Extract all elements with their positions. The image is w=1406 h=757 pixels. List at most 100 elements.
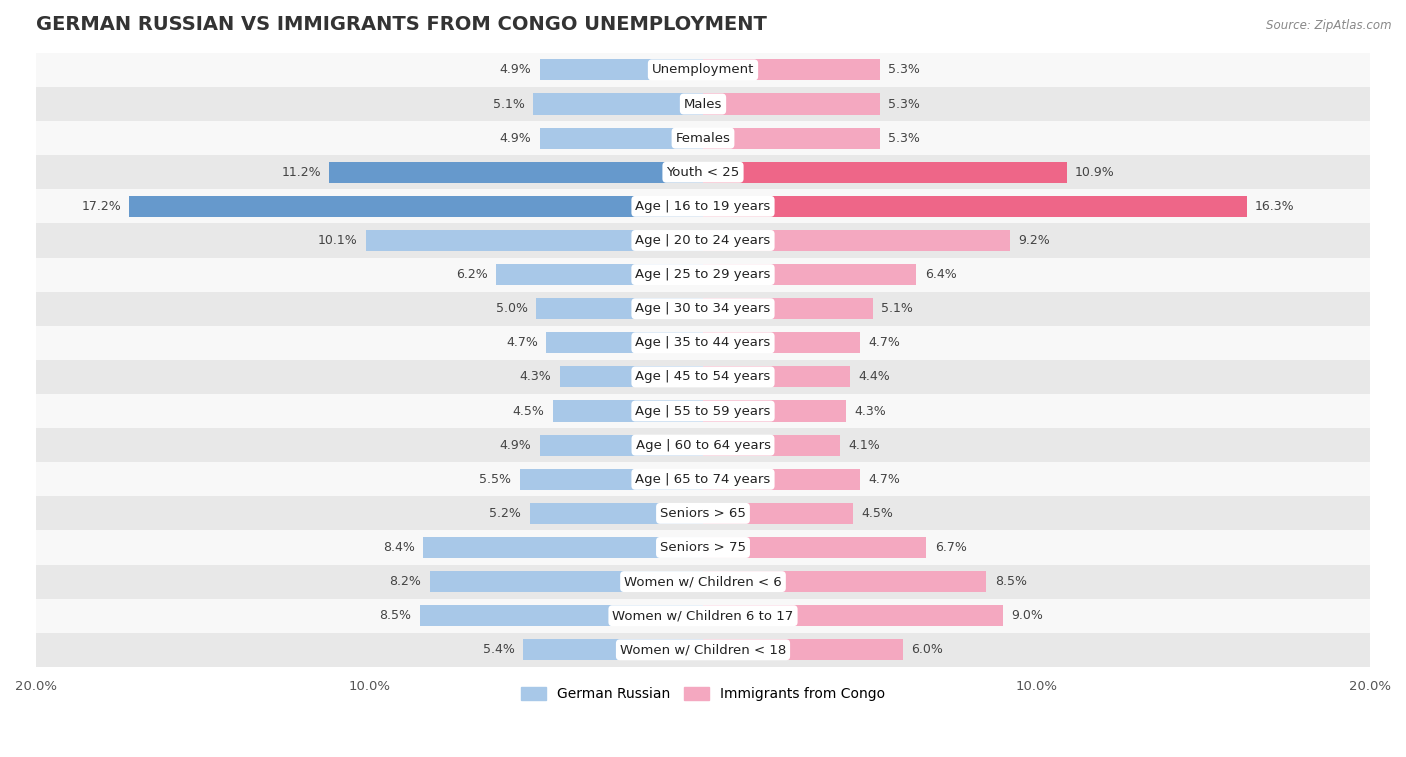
Bar [703,298,873,319]
Text: 4.9%: 4.9% [499,132,531,145]
Text: 4.7%: 4.7% [868,473,900,486]
Text: Age | 35 to 44 years: Age | 35 to 44 years [636,336,770,349]
Bar [703,435,839,456]
Text: 4.7%: 4.7% [868,336,900,349]
Text: 5.3%: 5.3% [889,98,920,111]
Text: 4.7%: 4.7% [506,336,538,349]
Bar [553,400,703,422]
Bar [547,332,703,354]
Bar [37,428,1369,463]
Bar [703,128,880,148]
Text: 4.9%: 4.9% [499,64,531,76]
Text: 5.0%: 5.0% [496,302,527,315]
Text: 10.1%: 10.1% [318,234,359,247]
Bar [37,326,1369,360]
Text: Source: ZipAtlas.com: Source: ZipAtlas.com [1267,19,1392,32]
Text: 5.3%: 5.3% [889,64,920,76]
Text: 4.3%: 4.3% [855,404,887,418]
Text: Unemployment: Unemployment [652,64,754,76]
Bar [37,257,1369,291]
Text: Age | 20 to 24 years: Age | 20 to 24 years [636,234,770,247]
Bar [703,230,1010,251]
Bar [329,162,703,183]
Bar [703,605,1002,626]
Bar [703,571,987,592]
Text: Women w/ Children < 6: Women w/ Children < 6 [624,575,782,588]
Bar [703,639,903,660]
Bar [530,503,703,524]
Bar [703,537,927,558]
Bar [703,162,1067,183]
Text: 4.5%: 4.5% [513,404,544,418]
Bar [540,59,703,80]
Bar [520,469,703,490]
Bar [37,565,1369,599]
Bar [703,93,880,114]
Bar [533,93,703,114]
Text: 5.5%: 5.5% [479,473,512,486]
Text: 4.3%: 4.3% [519,370,551,384]
Bar [703,264,917,285]
Text: 6.4%: 6.4% [925,268,956,281]
Text: 8.4%: 8.4% [382,541,415,554]
Bar [523,639,703,660]
Bar [703,366,849,388]
Text: Age | 65 to 74 years: Age | 65 to 74 years [636,473,770,486]
Text: 16.3%: 16.3% [1256,200,1295,213]
Bar [37,87,1369,121]
Bar [129,196,703,217]
Text: 5.1%: 5.1% [882,302,914,315]
Bar [703,332,859,354]
Text: GERMAN RUSSIAN VS IMMIGRANTS FROM CONGO UNEMPLOYMENT: GERMAN RUSSIAN VS IMMIGRANTS FROM CONGO … [37,15,766,34]
Text: Age | 30 to 34 years: Age | 30 to 34 years [636,302,770,315]
Bar [37,633,1369,667]
Bar [366,230,703,251]
Bar [37,155,1369,189]
Bar [37,291,1369,326]
Bar [540,435,703,456]
Text: 10.9%: 10.9% [1074,166,1115,179]
Text: Age | 55 to 59 years: Age | 55 to 59 years [636,404,770,418]
Text: 9.0%: 9.0% [1011,609,1043,622]
Bar [37,121,1369,155]
Bar [429,571,703,592]
Text: 9.2%: 9.2% [1018,234,1050,247]
Text: 6.2%: 6.2% [456,268,488,281]
Text: 8.2%: 8.2% [389,575,422,588]
Bar [540,128,703,148]
Text: Age | 25 to 29 years: Age | 25 to 29 years [636,268,770,281]
Bar [37,394,1369,428]
Text: Seniors > 65: Seniors > 65 [659,507,747,520]
Text: 5.3%: 5.3% [889,132,920,145]
Bar [37,360,1369,394]
Text: 8.5%: 8.5% [995,575,1026,588]
Bar [536,298,703,319]
Text: Women w/ Children < 18: Women w/ Children < 18 [620,643,786,656]
Bar [37,463,1369,497]
Text: 5.1%: 5.1% [492,98,524,111]
Text: 5.4%: 5.4% [482,643,515,656]
Bar [496,264,703,285]
Text: 8.5%: 8.5% [380,609,411,622]
Text: 17.2%: 17.2% [82,200,121,213]
Bar [37,531,1369,565]
Bar [37,599,1369,633]
Bar [37,497,1369,531]
Bar [703,469,859,490]
Text: Age | 45 to 54 years: Age | 45 to 54 years [636,370,770,384]
Bar [560,366,703,388]
Text: 6.7%: 6.7% [935,541,967,554]
Bar [703,503,853,524]
Bar [423,537,703,558]
Bar [37,189,1369,223]
Text: 11.2%: 11.2% [281,166,321,179]
Bar [419,605,703,626]
Bar [703,59,880,80]
Text: Age | 16 to 19 years: Age | 16 to 19 years [636,200,770,213]
Text: 6.0%: 6.0% [911,643,943,656]
Text: Women w/ Children 6 to 17: Women w/ Children 6 to 17 [613,609,793,622]
Legend: German Russian, Immigrants from Congo: German Russian, Immigrants from Congo [515,681,891,707]
Text: 4.4%: 4.4% [858,370,890,384]
Text: 4.9%: 4.9% [499,438,531,452]
Text: Seniors > 75: Seniors > 75 [659,541,747,554]
